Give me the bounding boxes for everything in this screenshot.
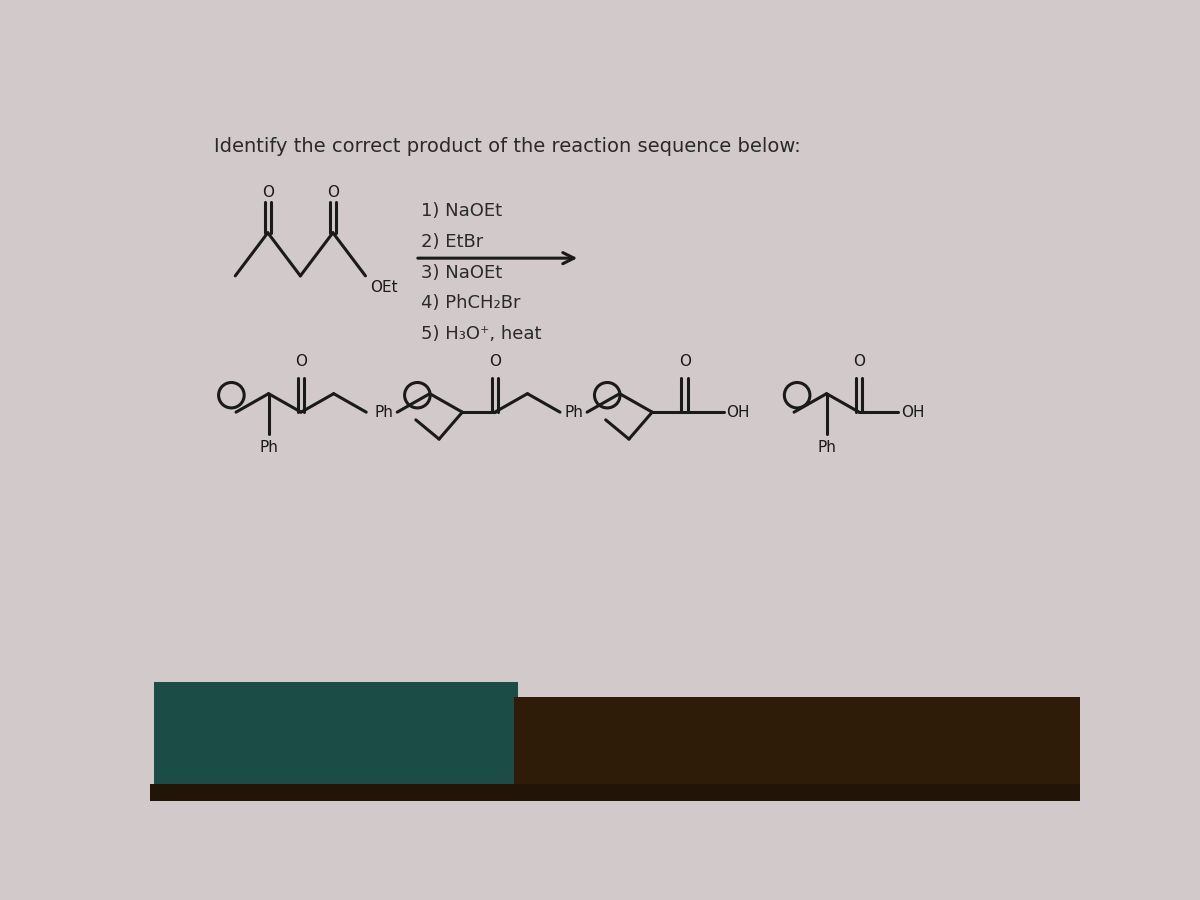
Text: Ph: Ph <box>564 405 583 419</box>
Text: 2) EtBr: 2) EtBr <box>421 233 484 251</box>
Text: OH: OH <box>727 405 750 419</box>
Text: O: O <box>679 354 691 369</box>
Text: O: O <box>853 354 865 369</box>
Text: 5) H₃O⁺, heat: 5) H₃O⁺, heat <box>421 325 541 343</box>
Bar <box>515 697 1080 801</box>
Text: 1) NaOEt: 1) NaOEt <box>421 202 503 220</box>
Text: 4) PhCH₂Br: 4) PhCH₂Br <box>421 294 521 312</box>
Text: 3) NaOEt: 3) NaOEt <box>421 264 503 282</box>
Text: O: O <box>326 185 338 201</box>
Text: O: O <box>262 185 274 201</box>
Text: Identify the correct product of the reaction sequence below:: Identify the correct product of the reac… <box>214 138 800 157</box>
Bar <box>154 681 518 801</box>
Text: Ph: Ph <box>374 405 394 419</box>
Text: O: O <box>488 354 500 369</box>
Bar <box>150 784 1080 801</box>
Text: Ph: Ph <box>259 440 278 454</box>
Text: O: O <box>295 354 307 369</box>
Text: OEt: OEt <box>370 280 397 294</box>
Text: OH: OH <box>901 405 924 419</box>
Text: Ph: Ph <box>817 440 836 454</box>
